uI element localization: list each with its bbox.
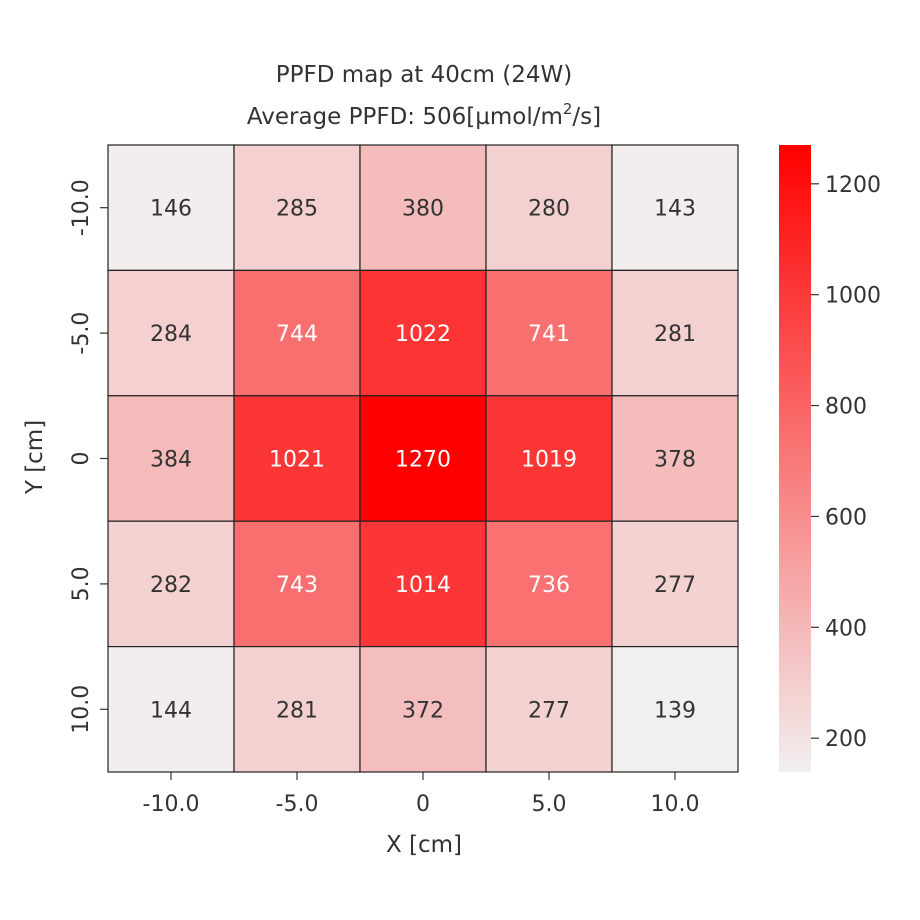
subtitle-prefix: Average PPFD: 506[µmol/m bbox=[247, 104, 563, 130]
heatmap-cell bbox=[611, 144, 739, 272]
colorbar-tick-label: 200 bbox=[825, 727, 867, 752]
heatmap-cell-value: 281 bbox=[276, 698, 318, 723]
y-tick-label: 10.0 bbox=[69, 685, 94, 734]
heatmap-cell-value: 1270 bbox=[395, 448, 451, 473]
x-axis: -10.0 -5.0 0 5.0 10.0 bbox=[143, 772, 700, 817]
subtitle-suffix: /s] bbox=[572, 104, 601, 130]
heatmap-cell-value: 146 bbox=[150, 197, 192, 222]
heatmap-cell-value: 1019 bbox=[521, 448, 577, 473]
heatmap-cell-value: 143 bbox=[654, 197, 696, 222]
heatmap-cell bbox=[107, 269, 235, 397]
x-tick-label: -10.0 bbox=[143, 792, 200, 817]
heatmap-cell-value: 144 bbox=[150, 698, 192, 723]
heatmap-cell bbox=[359, 144, 487, 272]
chart-subtitle: Average PPFD: 506[µmol/m2/s] bbox=[247, 100, 601, 130]
heatmap-cell bbox=[359, 645, 487, 773]
heatmap-cell bbox=[611, 520, 739, 648]
heatmap-cell bbox=[485, 395, 613, 522]
heatmap-cell bbox=[485, 144, 613, 272]
heatmap-cell-value: 384 bbox=[150, 448, 192, 473]
y-axis-label: Y [cm] bbox=[22, 420, 48, 495]
chart-title: PPFD map at 40cm (24W) bbox=[276, 62, 572, 88]
heatmap-cell bbox=[359, 269, 487, 397]
x-axis-label: X [cm] bbox=[386, 832, 462, 858]
heatmap-cell bbox=[233, 520, 361, 648]
y-tick-label: -5.0 bbox=[69, 312, 94, 355]
heatmap-cell-value: 284 bbox=[150, 322, 192, 347]
x-tick-label: 10.0 bbox=[651, 792, 700, 817]
heatmap-cell-value: 277 bbox=[528, 698, 570, 723]
colorbar bbox=[779, 145, 811, 772]
x-tick-label: 0 bbox=[416, 792, 430, 817]
heatmap-cell-value: 1014 bbox=[395, 573, 451, 598]
colorbar-tick-label: 600 bbox=[825, 505, 867, 530]
heatmap-cell-value: 378 bbox=[654, 448, 696, 473]
heatmap-cell-value: 1021 bbox=[269, 448, 325, 473]
heatmap-cell bbox=[233, 395, 361, 522]
subtitle-superscript: 2 bbox=[563, 100, 573, 118]
colorbar-tick-label: 1200 bbox=[825, 173, 881, 198]
y-tick-label: -10.0 bbox=[69, 179, 94, 236]
heatmap-cell-value: 280 bbox=[528, 197, 570, 222]
heatmap-cell-labels: 146 285 380 280 143 284 744 1022 741 281 384 1021 12… bbox=[150, 197, 696, 724]
heatmap-cell bbox=[611, 269, 739, 397]
y-axis: -10.0 -5.0 0 5.0 10.0 bbox=[69, 179, 108, 734]
heatmap-cell bbox=[611, 645, 739, 773]
heatmap-cell-value: 736 bbox=[528, 573, 570, 598]
y-tick-label: 0 bbox=[69, 452, 94, 466]
x-tick-label: -5.0 bbox=[276, 792, 319, 817]
heatmap-cell-value: 380 bbox=[402, 197, 444, 222]
heatmap-cell-value: 139 bbox=[654, 698, 696, 723]
heatmap-cell-value: 743 bbox=[276, 573, 318, 598]
heatmap-cells bbox=[107, 144, 739, 773]
heatmap-cell bbox=[359, 395, 487, 522]
x-tick-label: 5.0 bbox=[532, 792, 567, 817]
colorbar-tick-label: 400 bbox=[825, 616, 867, 641]
heatmap-cell bbox=[485, 520, 613, 648]
heatmap-cell bbox=[359, 520, 487, 648]
heatmap-cell-value: 285 bbox=[276, 197, 318, 222]
y-tick-label: 5.0 bbox=[69, 566, 94, 601]
heatmap-cell-value: 372 bbox=[402, 698, 444, 723]
heatmap-cell-value: 282 bbox=[150, 573, 192, 598]
heatmap-cell-value: 741 bbox=[528, 322, 570, 347]
heatmap-cell bbox=[107, 144, 235, 272]
heatmap-cell bbox=[233, 645, 361, 773]
heatmap-cell bbox=[233, 144, 361, 272]
heatmap-cell-value: 277 bbox=[654, 573, 696, 598]
colorbar-tick-label: 800 bbox=[825, 395, 867, 420]
heatmap-cell-value: 281 bbox=[654, 322, 696, 347]
heatmap-cell bbox=[611, 395, 739, 522]
heatmap-cell bbox=[107, 645, 235, 773]
heatmap-cell-value: 744 bbox=[276, 322, 318, 347]
colorbar-ticks: 200 400 600 800 1000 1200 bbox=[811, 173, 881, 752]
heatmap-cell-value: 1022 bbox=[395, 322, 451, 347]
colorbar-tick-label: 1000 bbox=[825, 284, 881, 309]
